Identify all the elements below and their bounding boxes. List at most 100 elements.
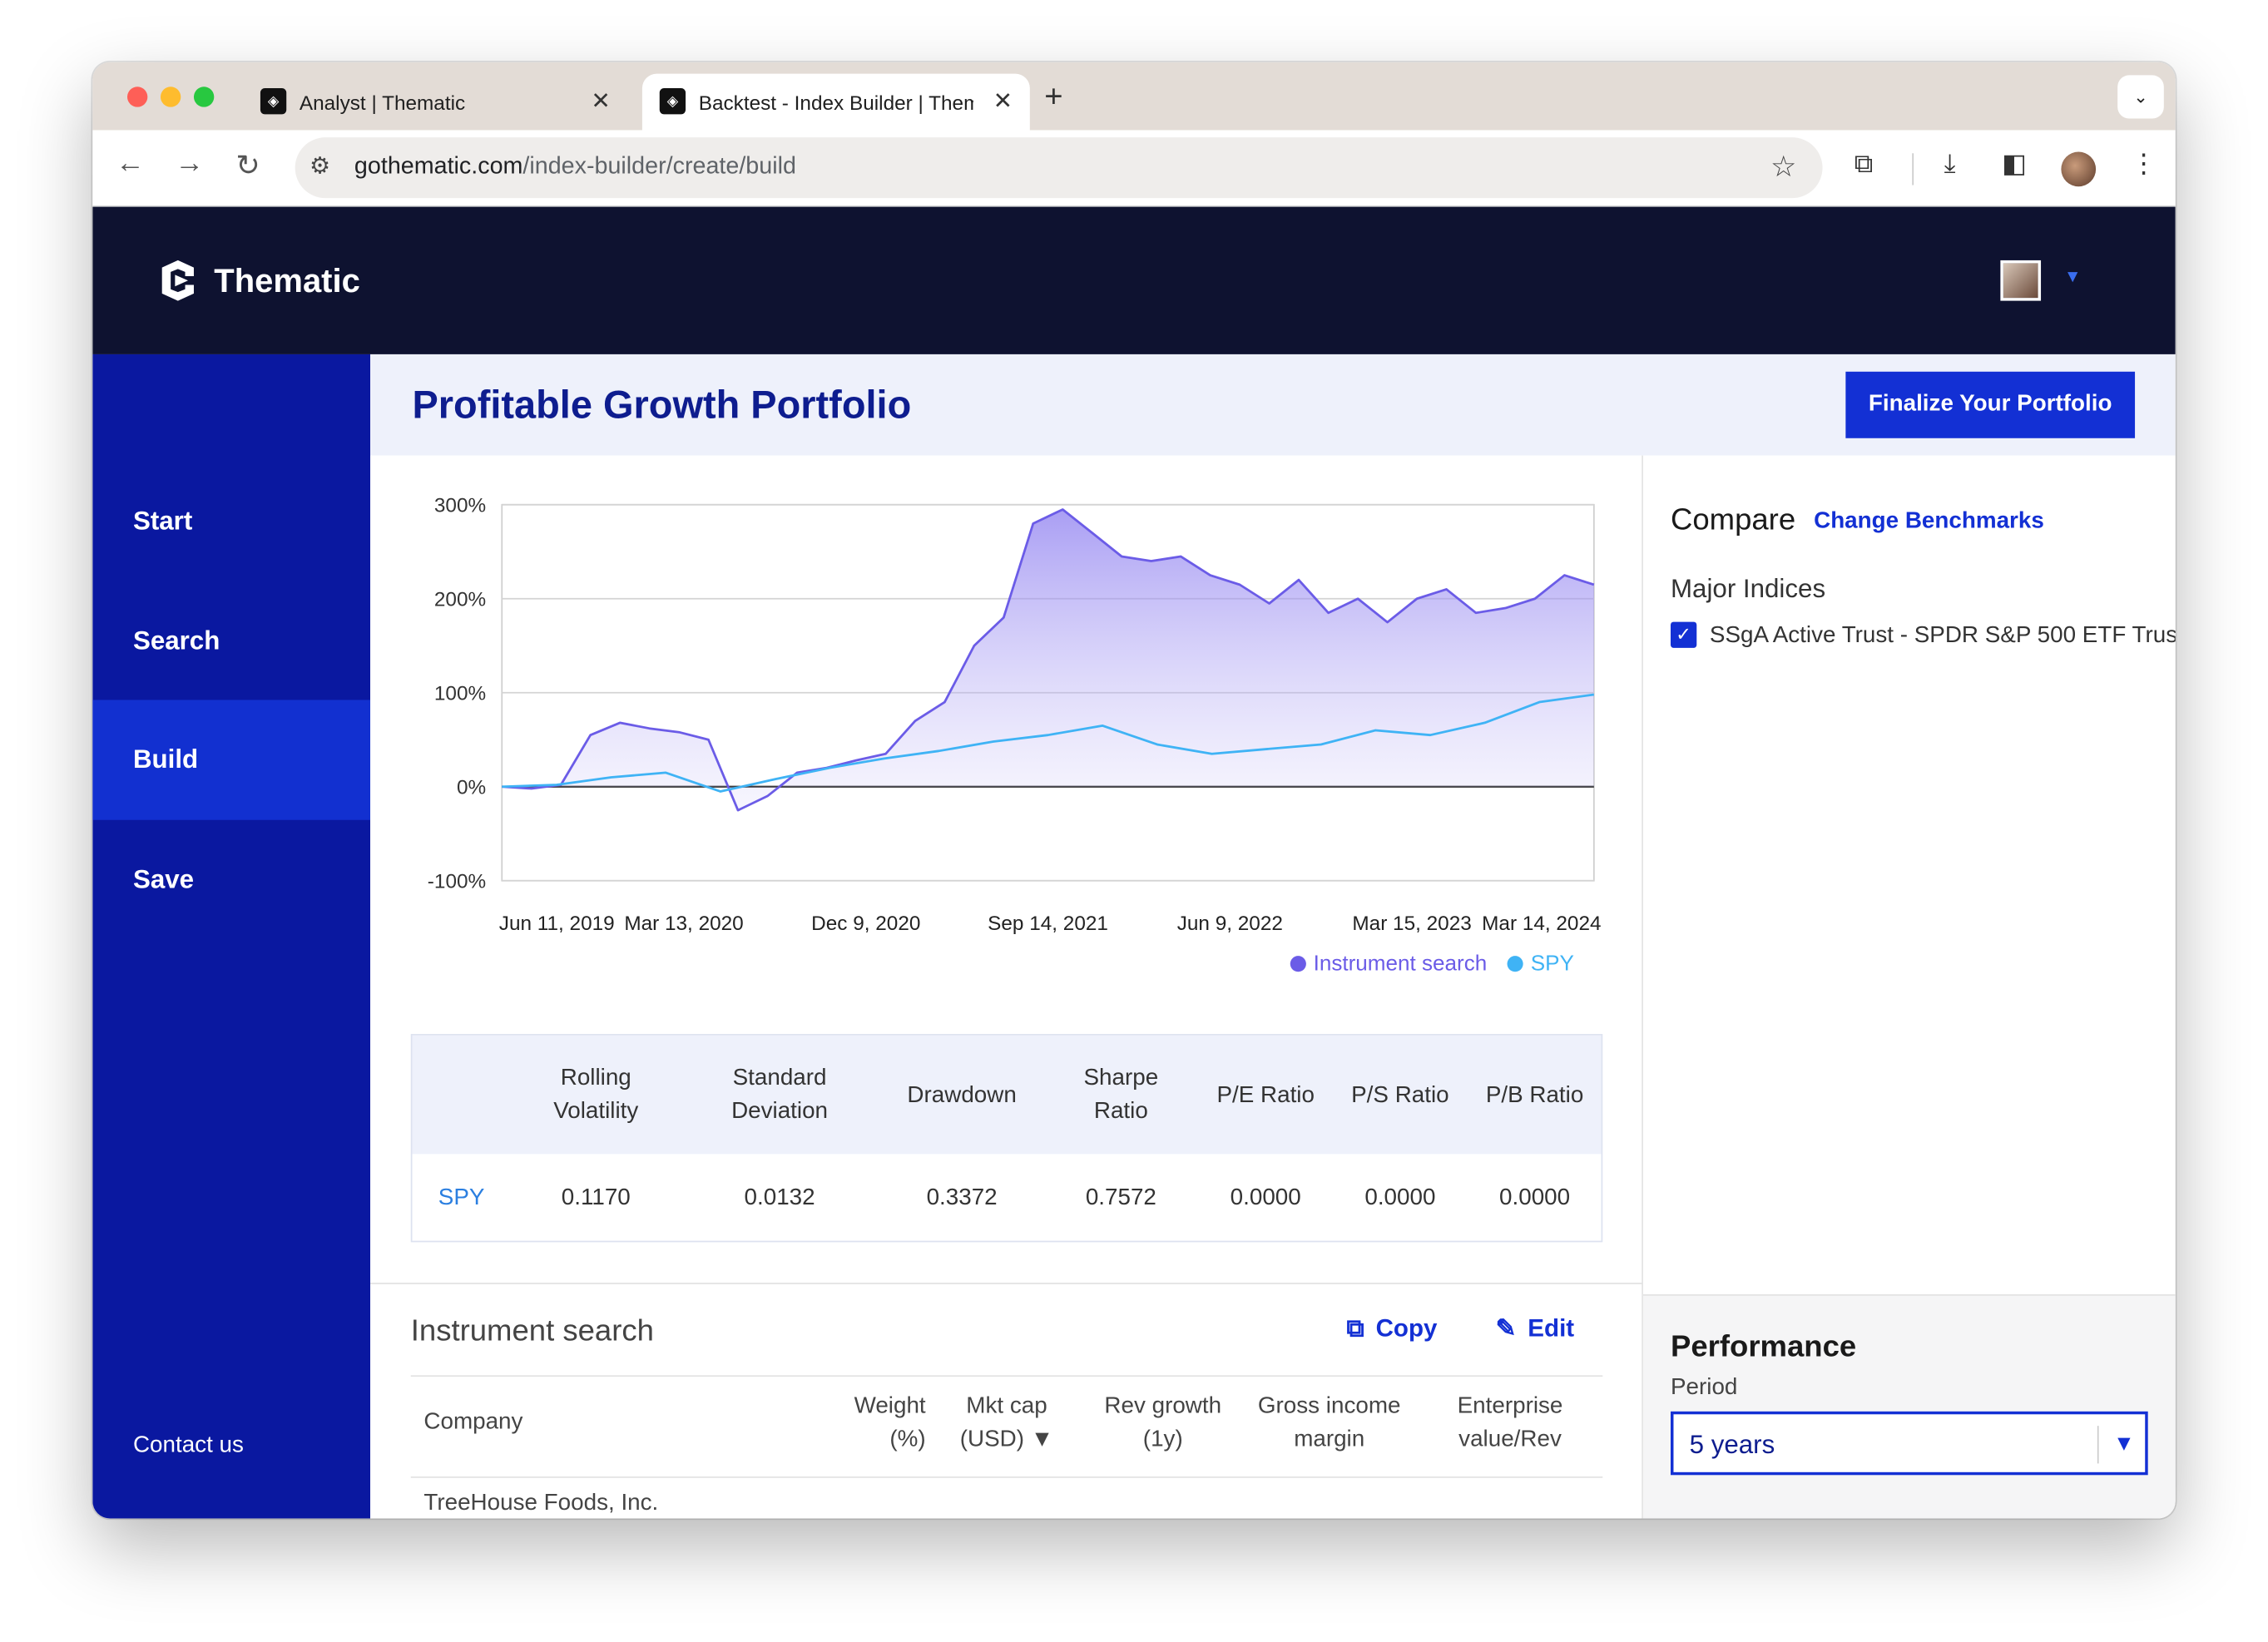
toolbar: ← → ↻ ⚙ gothematic.com/index-builder/cre… xyxy=(92,130,2176,207)
more-menu-icon[interactable]: ⋮ xyxy=(2130,149,2157,178)
thematic-favicon-icon: ◈ xyxy=(260,88,287,115)
stats-row-spy-link[interactable]: SPY xyxy=(438,1185,485,1211)
finalize-portfolio-button[interactable]: Finalize Your Portfolio xyxy=(1845,371,2136,438)
x-tick-label: Dec 9, 2020 xyxy=(811,912,920,935)
section-divider xyxy=(370,1283,1643,1284)
main-content: 300% 200% 100% 0% -100% Jun 11, 2019 Mar 13, 2… xyxy=(370,455,1643,1519)
close-tab-icon[interactable]: ✕ xyxy=(591,89,611,115)
tab-bar: ◈ Analyst | Thematic ✕ ◈ Backtest - Inde… xyxy=(92,62,2176,131)
stats-header-standard-deviation: Standard Deviation xyxy=(731,1066,829,1124)
stats-value-pe-ratio: 0.0000 xyxy=(1230,1185,1301,1211)
series-line-spy xyxy=(502,693,1595,793)
browser-tab-analyst[interactable]: ◈ Analyst | Thematic ✕ xyxy=(243,74,627,131)
page-header: Profitable Growth Portfolio Finalize You… xyxy=(370,354,2176,456)
col-header-company[interactable]: Company xyxy=(423,1410,523,1435)
benchmark-checkbox[interactable]: ✓ xyxy=(1670,621,1697,648)
select-divider xyxy=(2097,1426,2099,1464)
performance-title: Performance xyxy=(1670,1330,1857,1364)
edit-label: Edit xyxy=(1528,1314,1575,1343)
sidebar-item-build[interactable]: Build xyxy=(92,700,371,820)
caret-down-icon[interactable]: ▼ xyxy=(2063,265,2082,287)
side-panel-icon[interactable]: ◧ xyxy=(2002,149,2027,178)
sidebar-item-label: Build xyxy=(132,744,199,774)
contact-us-link[interactable]: Contact us xyxy=(132,1432,244,1458)
stats-header-pb-ratio: P/B Ratio xyxy=(1485,1082,1584,1107)
zoom-window-button[interactable] xyxy=(193,87,215,107)
close-window-button[interactable] xyxy=(126,87,148,107)
col-header-mkt-cap[interactable]: Mkt cap (USD) ▼ xyxy=(959,1393,1054,1452)
copy-label: Copy xyxy=(1375,1314,1438,1343)
col-header-rev-growth[interactable]: Rev growth (1y) xyxy=(1104,1393,1222,1452)
stats-header-drawdown: Drawdown xyxy=(907,1082,1017,1107)
reload-icon[interactable]: ↻ xyxy=(235,150,260,183)
page-title: Profitable Growth Portfolio xyxy=(412,383,912,427)
y-tick-label: 100% xyxy=(434,682,486,705)
tab-search-chevron-icon[interactable]: ⌄ xyxy=(2117,75,2164,119)
sidebar-item-save[interactable]: Save xyxy=(92,820,370,940)
backtest-chart-svg: 300% 200% 100% 0% -100% Jun 11, 2019 Mar 13, 2… xyxy=(428,494,1602,935)
period-select[interactable]: 5 years ▼ xyxy=(1670,1411,2148,1476)
change-benchmarks-link[interactable]: Change Benchmarks xyxy=(1814,508,2044,534)
stats-header-pe-ratio: P/E Ratio xyxy=(1216,1082,1315,1107)
browser-tab-backtest[interactable]: ◈ Backtest - Index Builder | Thematic ✕ xyxy=(641,73,1030,131)
period-value: 5 years xyxy=(1689,1430,1775,1460)
sidebar: Start Search Build Save Contact us xyxy=(92,354,371,1519)
pencil-icon: ✎ xyxy=(1495,1314,1517,1343)
url-text[interactable]: gothematic.com/index-builder/create/buil… xyxy=(354,153,796,181)
col-header-weight[interactable]: Weight (%) xyxy=(854,1393,926,1452)
x-tick-label: Mar 13, 2020 xyxy=(624,912,743,935)
stats-value-pb-ratio: 0.0000 xyxy=(1499,1185,1571,1211)
copy-button[interactable]: ⧉ Copy xyxy=(1347,1314,1438,1343)
col-header-gross-margin[interactable]: Gross income margin xyxy=(1257,1393,1401,1452)
thematic-logo-icon[interactable] xyxy=(156,259,200,302)
user-avatar[interactable] xyxy=(2000,260,2042,301)
series-area-instrument-search xyxy=(502,509,1594,811)
stats-value-standard-deviation: 0.0132 xyxy=(744,1185,815,1211)
legend-item-spy[interactable]: SPY xyxy=(1507,951,1574,977)
bookmark-star-icon[interactable]: ☆ xyxy=(1770,151,1797,184)
edit-button[interactable]: ✎ Edit xyxy=(1496,1314,1575,1343)
backtest-chart: 300% 200% 100% 0% -100% Jun 11, 2019 Mar 13, 2… xyxy=(370,456,1643,1020)
stats-header-ps-ratio: P/S Ratio xyxy=(1351,1082,1449,1107)
stats-value-drawdown: 0.3372 xyxy=(926,1185,998,1211)
url-path: /index-builder/create/build xyxy=(522,153,796,180)
brand-name[interactable]: Thematic xyxy=(214,261,360,299)
legend-label: Instrument search xyxy=(1313,951,1488,977)
compare-panel: Compare Change Benchmarks Major Indices … xyxy=(1642,455,2176,1519)
site-settings-icon[interactable]: ⚙ xyxy=(309,155,330,180)
x-tick-label: Sep 14, 2021 xyxy=(988,912,1108,935)
copy-icon: ⧉ xyxy=(1346,1314,1364,1343)
benchmark-label[interactable]: SSgA Active Trust - SPDR S&P 500 ETF Tru… xyxy=(1709,623,2176,648)
compare-title: Compare xyxy=(1670,503,1796,537)
series-line-instrument-search xyxy=(502,508,1595,812)
minimize-window-button[interactable] xyxy=(160,87,181,107)
chevron-down-icon: ▼ xyxy=(2112,1432,2135,1457)
profile-avatar[interactable] xyxy=(2061,151,2097,187)
x-tick-label: Mar 15, 2023 xyxy=(1352,912,1471,935)
download-icon[interactable]: ⤓ xyxy=(1944,149,1956,178)
extensions-puzzle-icon[interactable]: ⧉ xyxy=(1854,149,1874,178)
legend-label: SPY xyxy=(1530,951,1574,977)
risk-stats-table: Rolling Volatility Standard Deviation Dr… xyxy=(410,1034,1603,1243)
sidebar-item-search[interactable]: Search xyxy=(92,581,370,701)
performance-panel: Performance Period 5 years ▼ xyxy=(1642,1293,2176,1519)
back-arrow-icon[interactable]: ← xyxy=(116,147,145,180)
col-header-ev-rev[interactable]: Enterprise value/Rev xyxy=(1457,1393,1563,1452)
chart-legend: Instrument search SPY xyxy=(1290,952,1589,977)
table-divider xyxy=(410,1476,1603,1478)
y-tick-label: 200% xyxy=(434,588,486,611)
table-row-company[interactable]: TreeHouse Foods, Inc. xyxy=(423,1491,659,1516)
toolbar-divider xyxy=(1912,153,1914,185)
app-header: Thematic ▼ xyxy=(92,206,2176,354)
forward-arrow-icon[interactable]: → xyxy=(175,147,205,180)
tab-title: Backtest - Index Builder | Thematic xyxy=(698,91,973,115)
y-tick-label: 300% xyxy=(434,494,486,517)
x-tick-label: Mar 14, 2024 xyxy=(1482,912,1601,935)
legend-item-instrument-search[interactable]: Instrument search xyxy=(1290,951,1488,977)
sidebar-item-start[interactable]: Start xyxy=(92,462,370,581)
new-tab-plus-icon[interactable]: + xyxy=(1044,77,1063,115)
address-bar[interactable]: ⚙ gothematic.com/index-builder/create/bu… xyxy=(295,137,1823,199)
tab-title: Analyst | Thematic xyxy=(299,91,466,115)
sidebar-item-label: Search xyxy=(132,626,220,655)
close-tab-icon[interactable]: ✕ xyxy=(993,89,1013,115)
